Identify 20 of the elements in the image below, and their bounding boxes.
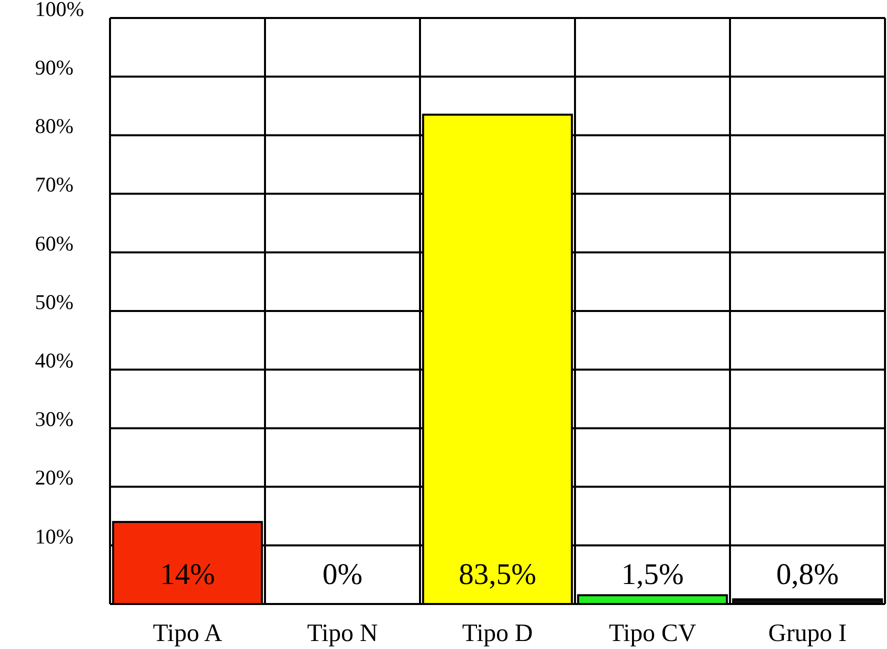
x-tick-label: Tipo CV: [608, 620, 696, 647]
data-label: 0,8%: [776, 558, 839, 591]
x-tick-label: Tipo A: [152, 620, 222, 647]
y-tick-label: 20%: [35, 466, 74, 490]
y-tick-label: 10%: [35, 524, 74, 548]
y-tick-label: 70%: [35, 172, 74, 197]
data-label: 1,5%: [621, 558, 684, 591]
y-tick-label: 40%: [35, 348, 74, 372]
x-tick-label: Tipo D: [462, 620, 533, 647]
y-tick-label: 60%: [35, 231, 74, 256]
data-label: 83,5%: [458, 558, 536, 591]
y-tick-label: 50%: [35, 290, 74, 314]
y-tick-label: 90%: [35, 56, 74, 80]
y-tick-label: 30%: [35, 407, 74, 432]
y-tick-label: 80%: [35, 114, 74, 138]
x-tick-label: Tipo N: [307, 620, 378, 647]
data-label: 0%: [322, 558, 362, 591]
x-tick-label: Grupo I: [768, 620, 847, 647]
data-label: 14%: [160, 558, 215, 591]
y-tick-label: 100%: [35, 0, 84, 21]
